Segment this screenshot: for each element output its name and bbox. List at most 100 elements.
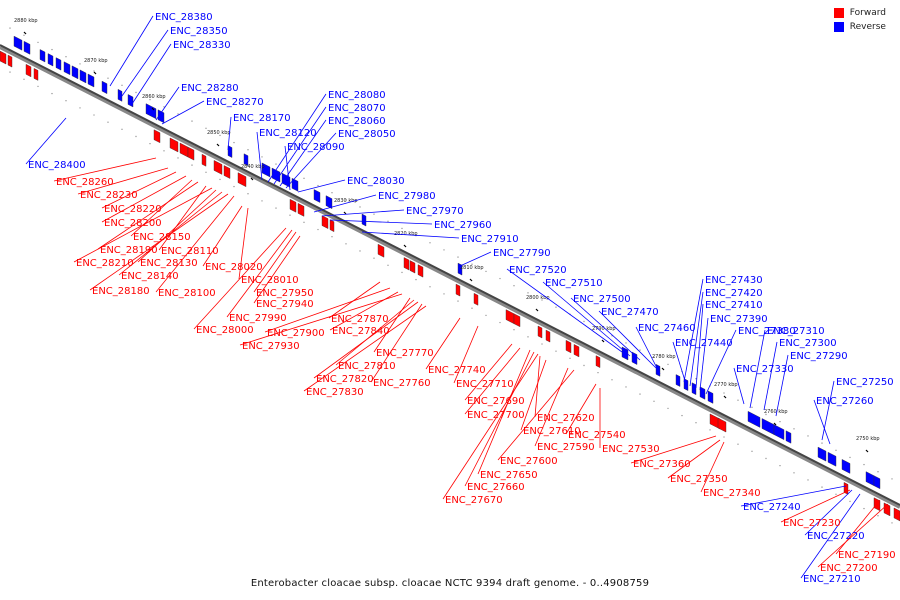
guide-dot — [345, 199, 347, 201]
gene-label: ENC_27840 — [332, 326, 390, 337]
gene-feature — [63, 61, 71, 76]
gene-feature — [55, 57, 62, 71]
gene-feature — [179, 142, 189, 158]
tick-label: 2880 kbp — [14, 18, 38, 24]
gene-feature — [403, 257, 410, 271]
gene-label: ENC_28260 — [56, 177, 114, 188]
gene-label: ENC_28020 — [205, 262, 263, 273]
guide-dot — [737, 399, 739, 401]
guide-dot — [415, 278, 417, 281]
leader-line — [226, 229, 293, 318]
leader-line — [453, 325, 479, 384]
gene-feature — [87, 73, 95, 88]
gene-label: ENC_28050 — [338, 129, 396, 140]
gene-feature — [153, 129, 161, 144]
gene-feature — [101, 80, 108, 95]
gene-label: ENC_27970 — [406, 206, 464, 217]
leader-line — [570, 297, 641, 361]
leader-line — [733, 367, 745, 405]
gene-label: ENC_27940 — [256, 299, 314, 310]
leader-line — [193, 227, 287, 330]
gene-feature — [127, 94, 134, 108]
leader-line — [442, 353, 539, 500]
gene-feature — [201, 153, 207, 167]
gene-label: ENC_27810 — [338, 361, 396, 372]
gene-label: ENC_27690 — [467, 396, 525, 407]
guide-dot — [9, 71, 11, 73]
guide-dot — [177, 157, 179, 159]
tick-label: 2770 kbp — [714, 382, 738, 388]
gene-label: ENC_27700 — [467, 410, 525, 421]
gene-label: ENC_27650 — [480, 470, 538, 481]
tick-mark — [535, 308, 539, 312]
guide-dot — [107, 121, 109, 123]
gene-feature — [893, 507, 900, 522]
guide-dot — [751, 450, 753, 453]
tick-label: 2810 kbp — [460, 265, 484, 271]
guide-dot — [653, 400, 655, 402]
gene-label: ENC_27900 — [267, 328, 325, 339]
gene-label: ENC_28070 — [328, 103, 386, 114]
guide-dot — [723, 392, 725, 394]
gene-label: ENC_28270 — [206, 97, 264, 108]
leader-line — [313, 301, 419, 379]
leader-line — [464, 347, 521, 415]
gene-label: ENC_28150 — [133, 232, 191, 243]
gene-label: ENC_27590 — [537, 442, 595, 453]
gene-label: ENC_27820 — [316, 374, 374, 385]
gene-label: ENC_27240 — [743, 502, 801, 513]
leader-line — [329, 219, 433, 225]
guide-dot — [387, 220, 389, 223]
leader-line — [73, 187, 213, 263]
gene-label: ENC_27250 — [836, 377, 894, 388]
gene-label: ENC_27260 — [816, 396, 874, 407]
tick-mark — [865, 449, 869, 453]
tick-mark — [601, 339, 605, 343]
guide-dot — [583, 320, 585, 323]
guide-dot — [639, 393, 641, 395]
gene-feature — [297, 202, 305, 217]
leader-line — [313, 194, 377, 213]
gene-feature — [289, 198, 297, 213]
leader-line — [253, 235, 301, 304]
gene-feature — [707, 390, 714, 404]
leader-line — [695, 303, 704, 389]
leader-line — [835, 499, 881, 555]
gene-feature — [417, 264, 424, 278]
gene-feature — [13, 35, 23, 51]
leader-line — [256, 131, 263, 181]
guide-dot — [513, 329, 515, 331]
gene-label: ENC_27830 — [306, 387, 364, 398]
guide-dot — [163, 150, 165, 152]
leader-line — [598, 310, 657, 369]
gene-label: ENC_28180 — [92, 286, 150, 297]
gene-feature — [473, 292, 479, 306]
guide-dot — [821, 442, 823, 444]
gene-label: ENC_28210 — [76, 258, 134, 269]
leader-line — [534, 355, 541, 418]
guide-dot — [667, 363, 669, 366]
guide-dot — [373, 213, 375, 215]
guide-dot — [849, 456, 851, 459]
guide-dot — [121, 84, 123, 87]
gene-label: ENC_28110 — [161, 246, 219, 257]
guide-dot — [233, 141, 235, 144]
gene-label: ENC_27500 — [573, 294, 631, 305]
guide-dot — [93, 114, 95, 116]
guide-dot — [9, 27, 11, 29]
legend-label-forward: Forward — [849, 8, 886, 18]
guide-dot — [65, 56, 67, 58]
guide-dot — [555, 306, 557, 308]
guide-dot — [639, 349, 641, 351]
leader-line — [328, 281, 381, 319]
guide-dot — [345, 243, 347, 245]
tick-mark — [403, 244, 407, 248]
guide-dot — [247, 149, 249, 151]
leader-line — [370, 303, 423, 383]
leader-line — [158, 185, 207, 251]
gene-feature — [237, 172, 247, 188]
guide-dot — [79, 63, 81, 65]
guide-dot — [877, 471, 879, 473]
gene-labels: ENC_28380 ENC_28350 ENC_28330 ENC_28280 ENC_… — [28, 12, 896, 585]
leader-line — [763, 341, 778, 411]
